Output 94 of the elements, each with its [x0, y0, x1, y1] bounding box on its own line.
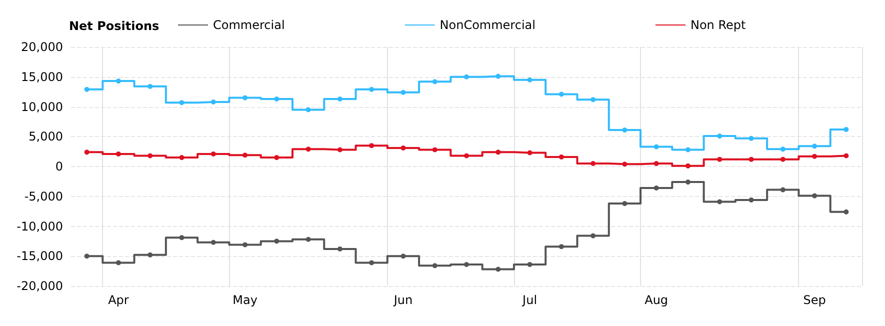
point: [685, 163, 690, 168]
point: [527, 150, 532, 156]
x-tick-label: Jul: [522, 293, 538, 307]
point: [748, 156, 754, 162]
point: [464, 262, 469, 267]
point: [148, 153, 153, 158]
point: [337, 246, 342, 252]
point: [84, 86, 90, 92]
point: [148, 252, 153, 258]
x-tick-label: Jun: [392, 293, 413, 307]
point: [717, 156, 722, 162]
y-tick-label: 0: [55, 160, 63, 174]
point: [812, 144, 818, 149]
point: [780, 156, 786, 162]
point: [812, 154, 818, 159]
point: [337, 96, 342, 102]
point: [622, 162, 628, 167]
point: [210, 151, 216, 156]
point: [400, 254, 406, 259]
point: [844, 153, 849, 158]
point: [590, 161, 596, 166]
point: [590, 97, 596, 102]
point: [242, 95, 248, 100]
point: [748, 197, 754, 202]
point: [210, 240, 216, 245]
legend-label: NonCommercial: [440, 18, 536, 32]
point: [812, 193, 818, 198]
x-tick-label: Apr: [108, 293, 129, 307]
point: [527, 77, 532, 82]
point: [432, 263, 438, 268]
point: [179, 100, 184, 106]
y-tick-label: 20,000: [21, 40, 63, 54]
point: [179, 235, 184, 240]
point: [369, 260, 374, 266]
point: [622, 201, 628, 206]
point: [84, 150, 90, 155]
point: [558, 154, 564, 160]
point: [590, 233, 596, 238]
point: [780, 187, 786, 192]
point: [527, 262, 532, 267]
point: [558, 92, 564, 97]
y-tick-label: -10,000: [16, 219, 63, 234]
y-tick-label: 5,000: [28, 130, 63, 144]
point: [432, 79, 438, 84]
point: [369, 86, 374, 92]
point: [685, 147, 690, 152]
point: [242, 152, 248, 158]
point: [432, 147, 438, 152]
point: [496, 74, 501, 79]
point: [464, 153, 469, 158]
point: [242, 242, 248, 248]
point: [84, 254, 90, 259]
point: [496, 266, 501, 272]
point: [369, 143, 374, 148]
legend-label: Commercial: [213, 18, 285, 32]
y-tick-label: -15,000: [16, 249, 63, 264]
point: [400, 90, 406, 95]
point: [306, 146, 311, 152]
point: [306, 236, 311, 242]
point: [844, 126, 849, 132]
point: [780, 146, 786, 152]
point: [496, 150, 501, 155]
point: [179, 155, 184, 160]
x-tick-label: Sep: [803, 293, 826, 307]
point: [274, 238, 280, 244]
point: [685, 180, 690, 185]
point: [558, 244, 564, 250]
x-tick-label: Aug: [644, 293, 668, 307]
legend-label: Non Rept: [690, 18, 746, 32]
point: [274, 155, 280, 160]
point: [717, 199, 722, 204]
point: [116, 151, 121, 156]
point: [210, 99, 216, 104]
point: [116, 260, 121, 266]
point: [748, 136, 754, 141]
x-tick-label: May: [232, 293, 258, 307]
legend-title: Net Positions: [69, 19, 160, 33]
point: [400, 145, 406, 150]
y-tick-label: -5,000: [24, 189, 63, 204]
point: [306, 107, 311, 112]
y-tick-label: -20,000: [16, 279, 63, 293]
point: [654, 144, 659, 150]
point: [717, 134, 722, 139]
y-tick-label: 10,000: [21, 100, 63, 114]
point: [148, 84, 153, 89]
point: [654, 161, 659, 166]
point: [654, 186, 659, 191]
point: [844, 209, 849, 214]
point: [622, 128, 628, 133]
point: [116, 78, 121, 84]
point: [274, 96, 280, 102]
y-tick-label: 15,000: [21, 70, 63, 84]
point: [464, 74, 469, 80]
point: [337, 147, 342, 152]
